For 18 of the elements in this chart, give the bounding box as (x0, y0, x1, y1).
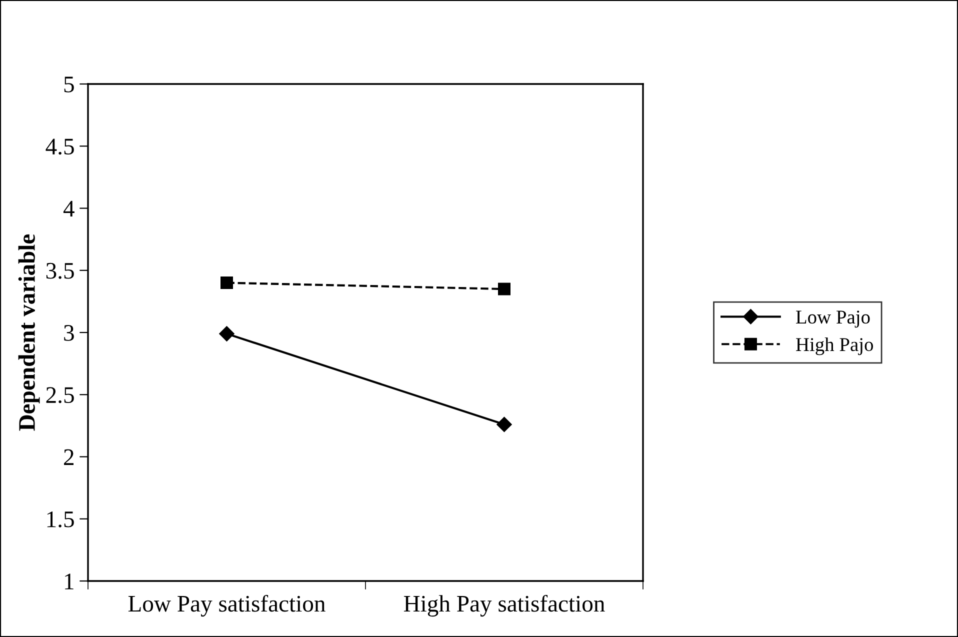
point (496, 416, 512, 432)
y-tick-label: 1 (65, 574, 74, 590)
point (498, 282, 510, 296)
y-tick-label: 5 (64, 76, 74, 92)
y-tick-label: 1.5 (47, 511, 74, 528)
x-tick-label: High Pay satisfaction (404, 594, 605, 617)
y-tick-label: 2 (64, 449, 74, 465)
y-tick-label: 4 (63, 200, 74, 216)
y-tick-label: 3 (64, 325, 74, 341)
y-tick-label: 4.5 (46, 138, 74, 155)
point (219, 326, 234, 342)
y-tick-label: 3.5 (46, 262, 74, 279)
y-tick-label: 2.5 (46, 387, 74, 404)
legend-label: Low Pajo (796, 310, 870, 328)
y-axis-title: Dependent variable (18, 234, 40, 431)
point (220, 276, 233, 290)
x-tick-label: Low Pay satisfaction (128, 594, 326, 617)
legend-label: High Pajo (796, 337, 874, 356)
